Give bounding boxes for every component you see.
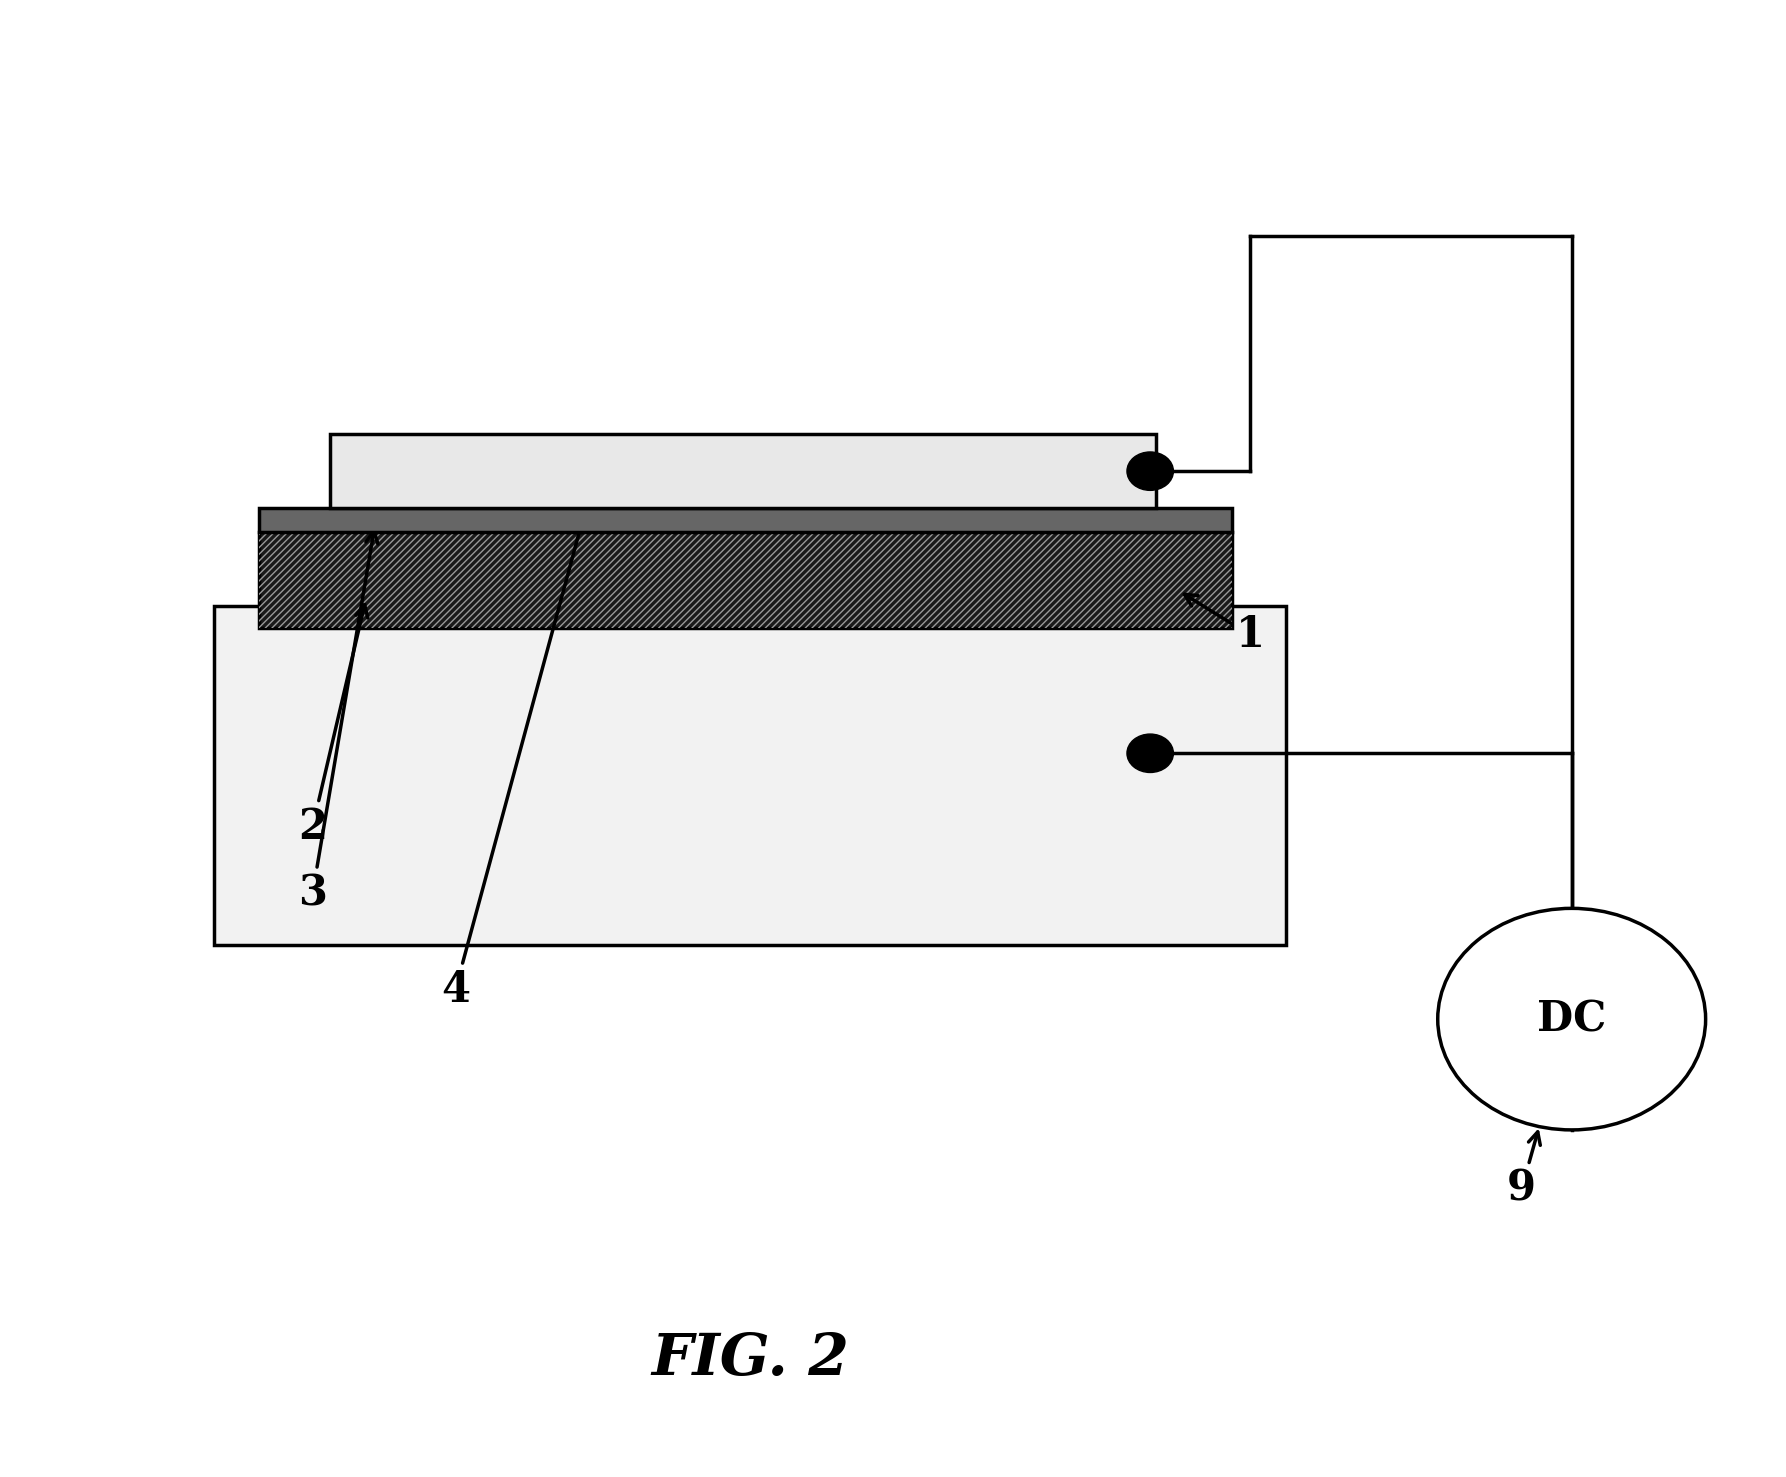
Text: 9: 9: [1507, 1131, 1540, 1210]
Circle shape: [1438, 908, 1706, 1130]
Bar: [259, 532, 1232, 628]
Bar: [259, 532, 1232, 628]
Circle shape: [1127, 452, 1173, 490]
Text: DC: DC: [1538, 998, 1606, 1040]
Text: 1: 1: [1184, 594, 1264, 656]
Text: 2: 2: [298, 604, 368, 848]
Text: FIG. 2: FIG. 2: [652, 1331, 848, 1387]
Text: 4: 4: [441, 501, 591, 1010]
Bar: [214, 606, 1286, 945]
Text: 3: 3: [298, 530, 379, 914]
Bar: [330, 434, 1156, 508]
Bar: [259, 508, 1232, 532]
Circle shape: [1127, 734, 1173, 772]
